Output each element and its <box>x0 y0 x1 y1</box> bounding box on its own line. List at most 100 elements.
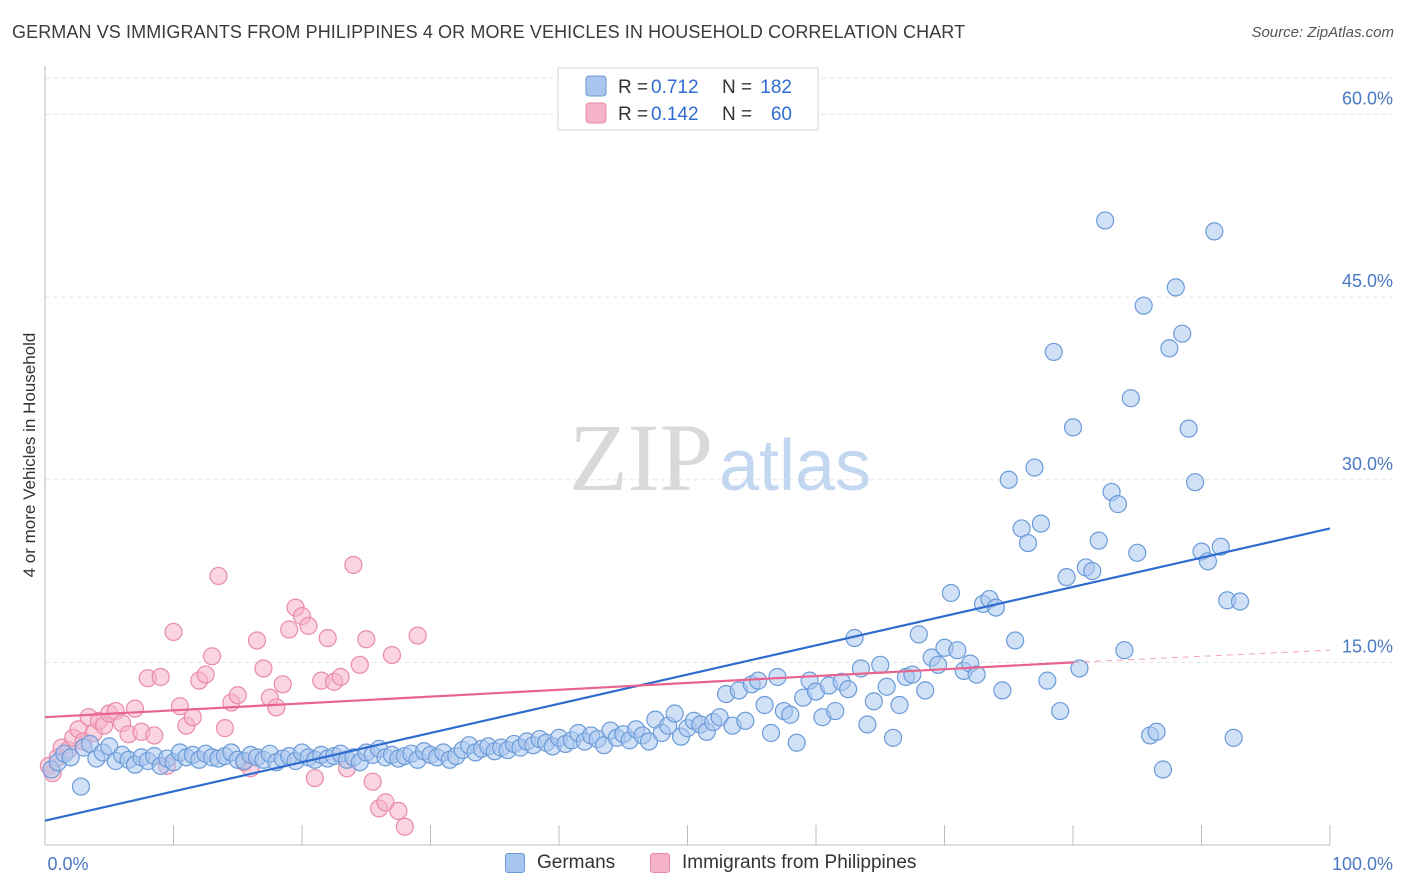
data-point <box>1096 211 1115 230</box>
data-point <box>749 671 768 690</box>
data-point <box>344 555 363 575</box>
trend-line <box>44 527 1331 822</box>
axes <box>44 66 1331 846</box>
data-point <box>1153 760 1173 779</box>
data-point <box>331 667 350 687</box>
data-point <box>941 583 961 603</box>
data-point <box>1089 531 1108 550</box>
data-point <box>1147 722 1166 741</box>
data-point <box>993 681 1012 700</box>
data-point <box>318 628 337 648</box>
stats-r-label: R = <box>618 104 648 125</box>
data-point <box>1121 389 1140 408</box>
data-point <box>890 695 909 715</box>
y-tick-label: 15.0% <box>1342 636 1393 656</box>
stats-legend-swatch <box>585 75 607 97</box>
stats-n-label: N = <box>722 77 752 98</box>
data-point <box>1031 514 1050 533</box>
data-point <box>305 768 324 788</box>
data-point <box>1070 659 1089 678</box>
data-point <box>1018 533 1038 553</box>
watermark: ZIPatlas <box>569 404 871 511</box>
data-point <box>1051 701 1070 721</box>
data-point <box>357 630 376 649</box>
x-tick-label-max: 100.0% <box>1332 854 1393 874</box>
data-point <box>916 681 935 700</box>
data-point <box>858 715 877 734</box>
stats-n-value: 182 <box>760 77 792 98</box>
data-point <box>877 677 896 696</box>
data-point <box>1230 592 1250 611</box>
data-point <box>948 641 967 660</box>
data-point <box>228 686 247 705</box>
legend-item-germans[interactable]: Germans <box>505 852 615 874</box>
data-point <box>1224 728 1243 747</box>
data-point <box>1083 561 1102 581</box>
data-point <box>1128 543 1147 562</box>
data-point <box>215 719 234 738</box>
data-point <box>363 772 382 791</box>
data-point <box>665 704 684 723</box>
y-tick-label: 45.0% <box>1342 271 1393 291</box>
trend-lines <box>44 527 1331 822</box>
data-point <box>280 620 299 639</box>
data-point <box>755 695 774 715</box>
data-point <box>273 675 292 694</box>
stats-r-value: 0.712 <box>651 77 699 98</box>
data-point <box>1134 296 1153 315</box>
data-point <box>125 699 145 718</box>
data-point <box>826 701 845 721</box>
germans-swatch <box>505 853 525 873</box>
stats-legend: R = 0.712 N = 182 R = 0.142 N = 60 <box>557 67 819 131</box>
data-point <box>909 625 928 644</box>
data-point <box>382 645 402 665</box>
trend-line-extension <box>1072 649 1331 663</box>
legend-label-germans: Germans <box>537 852 616 873</box>
data-point <box>1057 568 1076 587</box>
data-point <box>1160 339 1179 358</box>
stats-r-value: 0.142 <box>651 104 699 125</box>
data-point <box>1185 473 1205 492</box>
legend-item-philippines[interactable]: Immigrants from Philippines <box>650 852 916 874</box>
data-point <box>1205 222 1224 241</box>
data-point <box>1025 458 1044 477</box>
data-point <box>202 647 222 666</box>
data-point <box>267 698 286 717</box>
data-point <box>389 801 408 821</box>
data-points <box>39 211 1250 836</box>
source-label: Source: ZipAtlas.com <box>1251 24 1394 41</box>
y-tick-label: 30.0% <box>1342 454 1393 474</box>
data-point <box>1166 278 1185 297</box>
data-point <box>710 708 729 727</box>
data-point <box>408 626 427 645</box>
watermark-zip: ZIP <box>569 404 713 511</box>
data-point <box>1211 537 1230 556</box>
tick-labels: 15.0% 30.0% 45.0% 60.0% 0.0% 100.0% <box>47 89 1393 874</box>
data-point <box>903 665 922 684</box>
data-point <box>350 655 369 674</box>
data-point <box>1115 641 1134 660</box>
data-point <box>196 665 215 684</box>
x-tick-label-min: 0.0% <box>47 854 88 874</box>
data-point <box>183 708 202 727</box>
data-point <box>299 616 318 635</box>
chart-title: GERMAN VS IMMIGRANTS FROM PHILIPPINES 4 … <box>12 22 966 42</box>
data-point <box>376 793 395 812</box>
data-point <box>787 733 806 752</box>
data-point <box>254 659 273 678</box>
data-point <box>145 726 164 745</box>
data-point <box>883 728 903 747</box>
data-point <box>736 711 755 730</box>
data-point <box>967 665 986 684</box>
data-point <box>1179 419 1198 438</box>
data-point <box>247 631 267 650</box>
data-point <box>209 566 228 586</box>
data-point <box>761 723 781 743</box>
data-point <box>1173 324 1192 343</box>
stats-legend-swatch <box>585 102 607 124</box>
data-point <box>1038 671 1057 690</box>
data-point <box>999 470 1018 489</box>
data-point <box>986 598 1006 617</box>
data-point <box>395 817 414 836</box>
